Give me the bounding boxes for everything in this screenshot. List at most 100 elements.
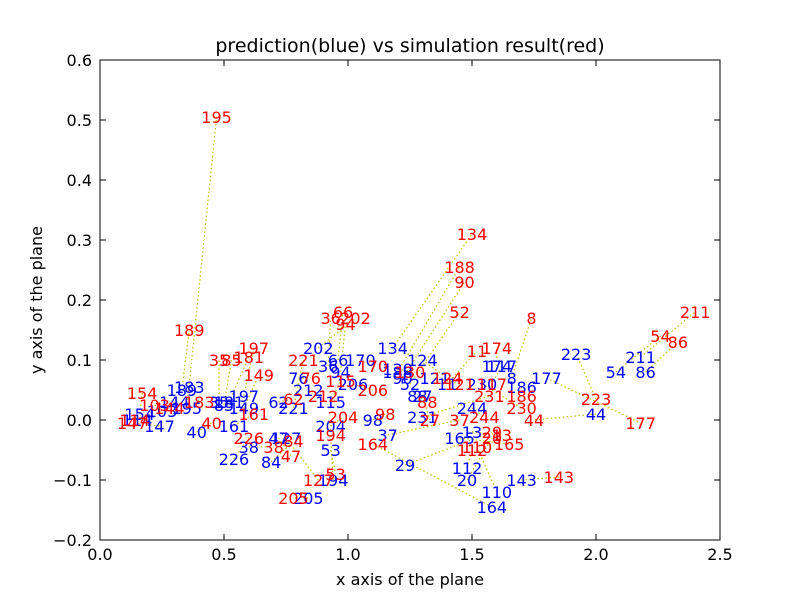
prediction-point-label: 144 <box>159 393 190 412</box>
connector-line <box>339 323 347 373</box>
simulation-point-label: 188 <box>444 258 475 277</box>
connector-line <box>459 437 510 445</box>
prediction-point-label: 44 <box>586 405 606 424</box>
connector-line <box>422 359 448 379</box>
simulation-point-label: 154 <box>127 384 158 403</box>
simulation-point-label: 204 <box>328 408 359 427</box>
simulation-point-label: 144 <box>154 399 185 418</box>
prediction-point-label: 223 <box>561 345 592 364</box>
simulation-point-label: 86 <box>668 333 688 352</box>
simulation-point-label: 29 <box>482 423 502 442</box>
x-axis-ticks: 0.0 0.5 1.0 1.5 2.0 2.5 <box>87 60 733 564</box>
connector-line <box>330 416 344 427</box>
simulation-point-label: 47 <box>281 447 301 466</box>
prediction-point-label: 206 <box>338 375 369 394</box>
simulation-point-label: 189 <box>174 321 205 340</box>
prediction-point-label: 134 <box>377 339 408 358</box>
simulation-point-label: 36 <box>320 309 340 328</box>
simulation-point-label: 27 <box>420 411 440 430</box>
connector-line <box>188 386 200 403</box>
connector-line <box>446 350 478 385</box>
simulation-point-label: 94 <box>335 315 355 334</box>
x-tick-label: 2.0 <box>583 545 608 564</box>
prediction-point-label: 112 <box>452 459 483 478</box>
prediction-point-label: 183 <box>174 378 205 397</box>
prediction-point-label: 197 <box>229 387 260 406</box>
simulation-point-label: 117 <box>477 375 508 394</box>
simulation-point-label: 223 <box>581 390 612 409</box>
y-tick-label: −0.2 <box>53 531 92 550</box>
simulation-point-label: 161 <box>238 405 269 424</box>
y-tick-label: 0.1 <box>67 351 92 370</box>
prediction-point-label: 194 <box>318 471 349 490</box>
prediction-point-label: 88 <box>407 387 427 406</box>
prediction-point-label: 170 <box>345 351 376 370</box>
prediction-point-label: 117 <box>486 357 517 376</box>
connector-line <box>645 341 679 373</box>
connector-line <box>471 431 502 436</box>
simulation-point-label: 62 <box>283 390 303 409</box>
connector-line <box>372 443 493 508</box>
prediction-point-label: 149 <box>229 399 260 418</box>
prediction-point-label: 226 <box>219 450 250 469</box>
x-tick-label: 0.5 <box>211 545 236 564</box>
prediction-point-label: 212 <box>293 381 324 400</box>
connector-line <box>421 395 431 421</box>
prediction-point-label: 94 <box>330 363 350 382</box>
prediction-point-label: 174 <box>482 357 513 376</box>
simulation-point-label: 197 <box>238 339 269 358</box>
connector-line <box>352 383 373 391</box>
simulation-point-label: 85 <box>221 351 241 370</box>
simulation-point-label: 20 <box>482 429 502 448</box>
connector-line <box>575 353 597 400</box>
simulation-point-label: 202 <box>340 309 371 328</box>
connector-line <box>243 347 255 397</box>
simulation-point-label: 174 <box>482 339 513 358</box>
prediction-point-label: 164 <box>477 498 508 517</box>
prediction-point-label: 27 <box>412 387 432 406</box>
prediction-point-label: 189 <box>167 381 198 400</box>
prediction-point-label: 35 <box>209 393 229 412</box>
x-tick-label: 0.0 <box>87 545 112 564</box>
prediction-point-label: 84 <box>261 453 281 472</box>
simulation-point-label: 88 <box>417 393 437 412</box>
simulation-point-label: 130 <box>395 363 426 382</box>
connector-line <box>285 437 319 481</box>
connector-line <box>387 419 460 436</box>
prediction-point-label: 29 <box>395 456 415 475</box>
connector-line <box>511 317 533 379</box>
connector-line <box>168 401 175 409</box>
simulation-point-label: 230 <box>506 399 537 418</box>
prediction-point-label: 205 <box>293 489 324 508</box>
plot-area <box>100 60 720 540</box>
prediction-point-label: 181 <box>214 393 245 412</box>
simulation-point-label: 164 <box>358 435 389 454</box>
prediction-point-label: 103 <box>147 402 178 421</box>
x-tick-label: 2.5 <box>707 545 732 564</box>
prediction-point-label: 90 <box>392 369 412 388</box>
connector-line <box>491 365 503 385</box>
simulation-point-label: 195 <box>201 108 232 127</box>
simulation-point-label: 98 <box>375 405 395 424</box>
prediction-point-label: 154 <box>124 405 155 424</box>
prediction-point-label: 114 <box>122 411 153 430</box>
prediction-point-label: 202 <box>303 339 334 358</box>
connector-lines <box>132 116 696 508</box>
y-tick-label: 0.3 <box>67 231 92 250</box>
prediction-point-label: 177 <box>531 369 562 388</box>
prediction-point-label: 165 <box>444 429 475 448</box>
prediction-point-label: 211 <box>625 348 656 367</box>
prediction-point-label: 13 <box>462 423 482 442</box>
connector-line <box>196 422 212 433</box>
simulation-point-label: 114 <box>119 411 150 430</box>
simulation-point-label: 165 <box>494 435 525 454</box>
simulation-point-label: 11 <box>467 342 487 361</box>
simulation-point-label: 54 <box>650 327 670 346</box>
simulation-point-label: 134 <box>457 225 488 244</box>
simulation-point-label: 124 <box>432 369 463 388</box>
connector-line <box>409 311 461 385</box>
prediction-point-label: 161 <box>219 417 250 436</box>
prediction-point-label: 40 <box>187 423 207 442</box>
